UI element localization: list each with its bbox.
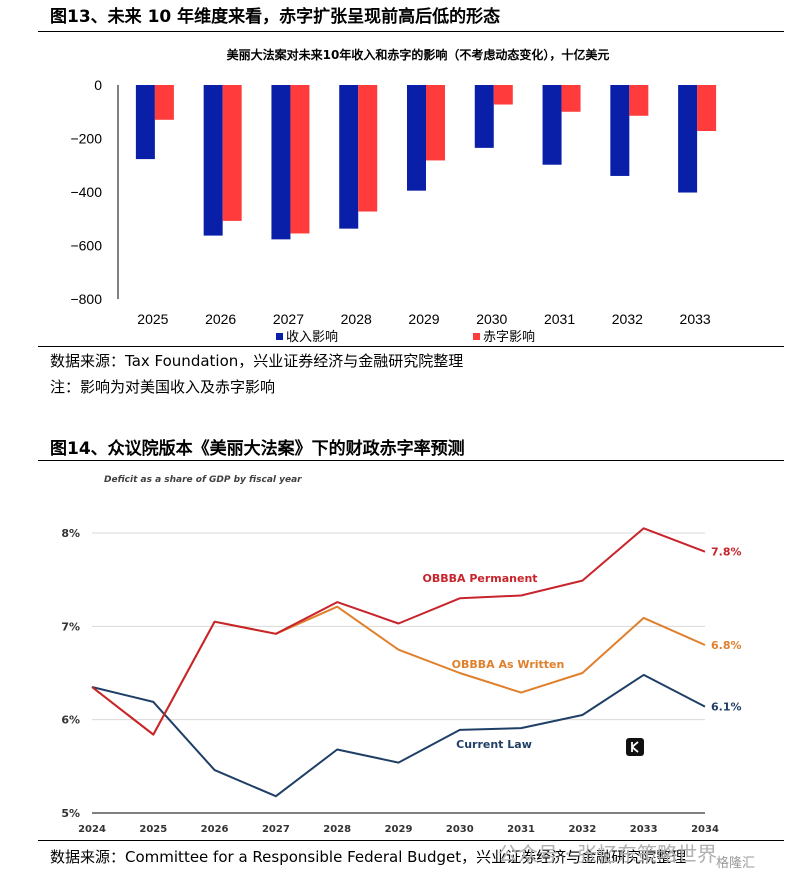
series-name-label: Current Law bbox=[456, 738, 532, 751]
revenue-deficit-bar-chart: 美丽大法案对未来10年收入和赤字的影响（不考虑动态变化），十亿美元 0 −200 −4… bbox=[70, 47, 717, 345]
figure13-bottom-rule bbox=[38, 346, 784, 347]
bar-chart-y-tick-label: −400 bbox=[70, 184, 102, 200]
figure13-source-text: Tax Foundation，兴业证券经济与金融研究院整理 bbox=[125, 352, 464, 370]
figure13-note-label: 注： bbox=[50, 378, 81, 396]
figure14-bottom-rule bbox=[38, 840, 784, 841]
figure13-source: 数据来源：Tax Foundation，兴业证券经济与金融研究院整理 bbox=[50, 350, 463, 371]
series-name-label: OBBBA Permanent bbox=[422, 572, 537, 585]
revenue-impact-bar bbox=[542, 85, 562, 165]
bar-chart-x-tick-label: 2031 bbox=[544, 311, 575, 327]
legend-swatch bbox=[276, 333, 283, 340]
line-chart-x-tick-label: 2029 bbox=[385, 824, 413, 835]
figure13-title: 图13、未来 10 年维度来看，赤字扩张呈现前高后低的形态 bbox=[50, 7, 501, 27]
line-chart-x-tick-label: 2025 bbox=[139, 824, 167, 835]
revenue-impact-bar bbox=[271, 85, 291, 240]
legend-label: 赤字影响 bbox=[483, 329, 535, 345]
deficit-impact-bar bbox=[290, 85, 310, 234]
k-logo-icon bbox=[626, 738, 644, 756]
bar-chart-y-tick-label: −200 bbox=[70, 131, 102, 147]
bar-chart-y-tick-label: 0 bbox=[94, 77, 102, 93]
line-chart-x-tick-label: 2030 bbox=[446, 824, 474, 835]
line-chart-title: Deficit as a share of GDP by fiscal year bbox=[104, 475, 302, 485]
bar-chart-x-tick-label: 2029 bbox=[408, 311, 439, 327]
series-end-value-label: 6.1% bbox=[711, 701, 742, 714]
bar-chart-x-tick-label: 2033 bbox=[680, 311, 711, 327]
revenue-impact-bar bbox=[135, 85, 155, 160]
series-line-2 bbox=[91, 673, 706, 798]
bar-chart-y-tick-label: −600 bbox=[70, 238, 102, 254]
bar-chart-title: 美丽大法案对未来10年收入和赤字的影响（不考虑动态变化），十亿美元 bbox=[227, 47, 610, 62]
figure14-top-rule bbox=[38, 460, 784, 461]
bar-chart-x-tick-label: 2030 bbox=[476, 311, 507, 327]
series-name-label: OBBBA As Written bbox=[452, 658, 565, 671]
bar-chart-x-tick-label: 2028 bbox=[341, 311, 372, 327]
figure14-source-label: 数据来源： bbox=[50, 848, 126, 866]
series-end-value-label: 7.8% bbox=[711, 546, 742, 559]
line-chart-y-tick-label: 5% bbox=[61, 807, 80, 820]
revenue-impact-bar bbox=[407, 85, 426, 191]
bar-chart-x-tick-label: 2026 bbox=[205, 311, 236, 327]
bar-chart-x-tick-label: 2027 bbox=[273, 311, 304, 327]
figure14-source: 数据来源：Committee for a Responsible Federal… bbox=[50, 846, 686, 867]
deficit-impact-bar bbox=[697, 85, 717, 132]
line-chart-y-tick-label: 8% bbox=[61, 527, 80, 540]
bar-chart-x-tick-label: 2025 bbox=[137, 311, 168, 327]
deficit-impact-bar bbox=[629, 85, 649, 116]
line-chart-x-tick-label: 2033 bbox=[630, 824, 658, 835]
line-chart-x-tick-label: 2034 bbox=[691, 824, 719, 835]
line-chart-y-tick-label: 6% bbox=[61, 714, 80, 727]
deficit-impact-bar bbox=[222, 85, 242, 221]
line-chart-x-tick-label: 2027 bbox=[262, 824, 290, 835]
line-chart-x-tick-label: 2032 bbox=[568, 824, 596, 835]
deficit-impact-bar bbox=[358, 85, 378, 212]
revenue-impact-bar bbox=[474, 85, 494, 148]
deficit-impact-bar bbox=[154, 85, 174, 120]
figure14-source-text: Committee for a Responsible Federal Budg… bbox=[125, 848, 687, 866]
bar-chart-x-tick-label: 2032 bbox=[612, 311, 643, 327]
series-line-0 bbox=[91, 527, 706, 736]
deficit-impact-bar bbox=[493, 85, 513, 105]
line-chart-y-tick-label: 7% bbox=[61, 620, 80, 633]
figure13-top-rule bbox=[38, 31, 784, 32]
line-chart-x-tick-label: 2024 bbox=[78, 824, 106, 835]
revenue-impact-bar bbox=[339, 85, 359, 229]
deficit-impact-bar bbox=[426, 85, 445, 161]
watermark: 公众号 · 张忆东策略世界 bbox=[498, 842, 718, 866]
line-chart-x-tick-label: 2028 bbox=[323, 824, 351, 835]
figure14-title: 图14、众议院版本《美丽大法案》下的财政赤字率预测 bbox=[50, 439, 465, 459]
revenue-impact-bar bbox=[203, 85, 223, 236]
figure13-source-label: 数据来源： bbox=[50, 352, 126, 370]
revenue-impact-bar bbox=[610, 85, 630, 176]
line-chart-x-tick-label: 2026 bbox=[201, 824, 229, 835]
figure13-note: 注：影响为对美国收入及赤字影响 bbox=[50, 376, 275, 397]
bar-chart-y-tick-label: −800 bbox=[70, 291, 102, 307]
watermark-corner: 格隆汇 bbox=[716, 856, 756, 871]
figure13-note-text: 影响为对美国收入及赤字影响 bbox=[80, 378, 276, 396]
legend-label: 收入影响 bbox=[286, 329, 338, 345]
series-end-value-label: 6.8% bbox=[711, 639, 742, 652]
line-chart-x-tick-label: 2031 bbox=[507, 824, 535, 835]
legend-swatch bbox=[473, 333, 480, 340]
revenue-impact-bar bbox=[678, 85, 698, 193]
deficit-impact-bar bbox=[561, 85, 581, 112]
